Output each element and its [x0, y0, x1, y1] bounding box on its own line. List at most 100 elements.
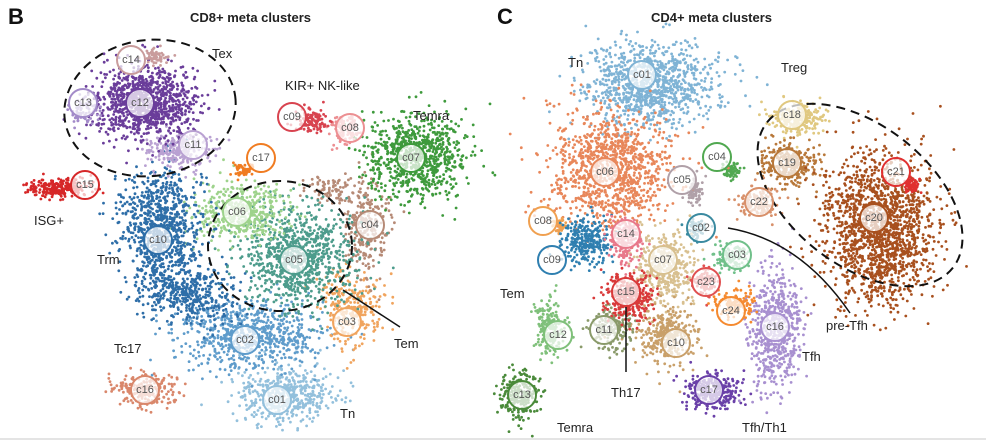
cd8-point-c05	[301, 228, 304, 232]
cd8-point-c07	[440, 179, 444, 183]
cd8-point-c01	[298, 401, 302, 405]
cd8-point-c02	[296, 331, 300, 335]
cd8-point-c10	[195, 232, 199, 236]
cd8-point-c10	[199, 212, 203, 216]
cd8-point-c02	[281, 311, 284, 315]
cd8-point-c04	[380, 204, 384, 208]
cd8-point-c02	[250, 312, 253, 316]
cd8-point-c06	[252, 191, 256, 194]
cd8-point-c06	[279, 209, 283, 213]
cd8-point-c04	[349, 177, 353, 180]
cd8-point-c04	[311, 182, 314, 186]
cd8-point-c02	[325, 346, 329, 350]
cd8-point-c10	[163, 211, 167, 215]
cd8-point-c02	[180, 350, 184, 354]
cd8-point-c07	[419, 192, 423, 196]
cd8-point-c05	[353, 288, 357, 292]
cd8-point-c07	[471, 150, 475, 154]
cd8-point-c01	[297, 380, 300, 384]
cd8-point-c10	[146, 176, 150, 180]
cd8-point-c10	[193, 191, 196, 195]
cd8-point-c05	[213, 247, 217, 251]
cd8-point-c01	[296, 428, 299, 432]
cd8-point-c01	[284, 377, 288, 381]
cd8-point-c02	[264, 353, 267, 356]
cd8-point-c04	[363, 257, 366, 260]
cd8-point-c02	[243, 307, 247, 311]
cd8-point-c01	[312, 398, 316, 401]
cd8-point-c06	[212, 184, 215, 188]
cd8-point-c06	[255, 229, 258, 233]
cd8-point-c10	[134, 208, 138, 212]
cd8-point-c04	[353, 243, 357, 247]
cd8-point-c10	[179, 199, 183, 203]
cd8-point-c05	[296, 230, 299, 234]
cd8-point-c06	[219, 190, 223, 194]
cd8-point-c02	[208, 319, 212, 322]
cd8-point-c07	[427, 122, 430, 126]
cd8-point-c06	[266, 224, 270, 228]
cd8-point-c07	[472, 135, 476, 139]
cd8-point-c01	[308, 398, 312, 402]
cd8-point-c05	[315, 249, 319, 253]
cd8-point-c10	[175, 183, 178, 187]
cd8-point-c10	[130, 236, 134, 239]
cd8-point-c10	[134, 280, 138, 284]
cd8-point-c05	[310, 289, 313, 293]
cd8-point-c02	[276, 353, 279, 357]
cd8-point-c04	[384, 202, 388, 205]
cd8-point-c07	[422, 124, 426, 128]
cd8-point-c01	[260, 415, 264, 419]
cd8-point-c02	[214, 308, 218, 311]
cd8-point-c02	[220, 347, 224, 351]
cd8-point-c10	[175, 221, 179, 225]
cd8-point-c06	[270, 209, 273, 213]
cd8-point-c05	[342, 234, 345, 238]
cd8-point-c05	[287, 213, 291, 217]
cd8-point-c02	[244, 359, 248, 362]
cd8-point-c01	[315, 379, 319, 383]
cd8-point-c03	[362, 322, 365, 326]
cd8-point-c02	[308, 336, 312, 339]
cd8-point-c05	[227, 272, 231, 276]
cd8-point-c04	[359, 190, 362, 194]
cd8-point-c06	[248, 195, 252, 199]
cd8-point-c02	[227, 337, 231, 341]
cd8-point-c07	[434, 155, 438, 159]
cd8-point-c05	[341, 250, 345, 254]
cd8-point-c01	[273, 414, 276, 418]
cd8-point-c01	[256, 409, 260, 412]
cd8-point-c02	[264, 340, 267, 344]
cd8-point-c02	[265, 333, 269, 337]
cd8-point-c05	[315, 258, 319, 262]
cd8-point-c01	[247, 381, 250, 384]
cd8-point-c05	[255, 236, 259, 240]
cd8-point-c05	[281, 222, 285, 226]
cd8-point-c04	[370, 198, 374, 202]
cd8-point-c07	[460, 118, 463, 121]
cd8-point-c01	[318, 407, 322, 410]
cd8-point-c05	[348, 271, 351, 275]
cd8-point-c01	[280, 368, 283, 372]
cd8-point-c05	[314, 284, 318, 288]
cd8-point-c04	[343, 199, 347, 203]
cd8-point-c01	[266, 366, 270, 370]
cd8-point-c10	[200, 175, 204, 179]
cd8-point-c05	[252, 274, 256, 278]
cd8-point-c06	[208, 189, 211, 193]
cd8-point-c10	[170, 251, 174, 255]
cd8-point-c07	[369, 181, 373, 185]
cd8-point-c06	[262, 233, 266, 237]
cd8-point-c05	[258, 293, 262, 297]
cd8-point-c05	[268, 251, 271, 254]
cd8-point-c06	[262, 192, 266, 195]
cd8-point-c05	[335, 289, 339, 293]
cd8-point-c10	[176, 197, 180, 201]
cd8-point-c05	[314, 203, 317, 207]
cd8-point-c01	[321, 377, 325, 380]
cd8-point-c06	[245, 196, 249, 199]
cd8-point-c05	[317, 287, 321, 291]
cd8-point-c07	[371, 146, 375, 150]
cd8-point-c07	[445, 134, 448, 138]
cd8-point-c10	[117, 220, 121, 224]
